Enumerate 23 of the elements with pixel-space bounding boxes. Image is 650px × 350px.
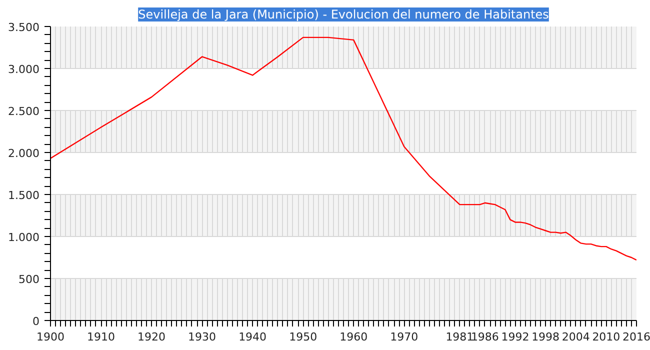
x-tick-label: 1992 <box>501 330 530 344</box>
y-tick-label: 1.000 <box>8 231 40 244</box>
x-tick-label: 1940 <box>238 330 267 344</box>
chart-title: Sevilleja de la Jara (Municipio) - Evolucion del numero de Habitantes <box>138 8 549 22</box>
y-tick-label: 500 <box>18 273 40 286</box>
x-tick-label: 1910 <box>87 330 116 344</box>
x-tick-label: 1998 <box>532 330 560 344</box>
x-tick-label: 1950 <box>289 330 318 344</box>
y-tick-label: 2.500 <box>8 105 40 118</box>
line-series <box>50 36 636 261</box>
y-tick-label: 2.000 <box>8 147 40 160</box>
x-tick-label: 2004 <box>562 330 590 344</box>
y-tick-label: 3.000 <box>8 63 40 76</box>
y-tick-label: 1.500 <box>8 189 40 202</box>
x-tick-label: 1970 <box>390 330 418 344</box>
y-tick-label: 0 <box>32 315 40 328</box>
x-tick-label: 1930 <box>188 330 216 344</box>
x-tick-label: 1960 <box>340 330 368 344</box>
x-tick-label: 1900 <box>36 330 65 344</box>
x-tick-label: 2016 <box>622 330 650 344</box>
x-tick-label: 2010 <box>592 330 620 344</box>
y-tick-label: 3.500 <box>8 21 40 34</box>
x-tick-label: 1920 <box>138 330 166 344</box>
